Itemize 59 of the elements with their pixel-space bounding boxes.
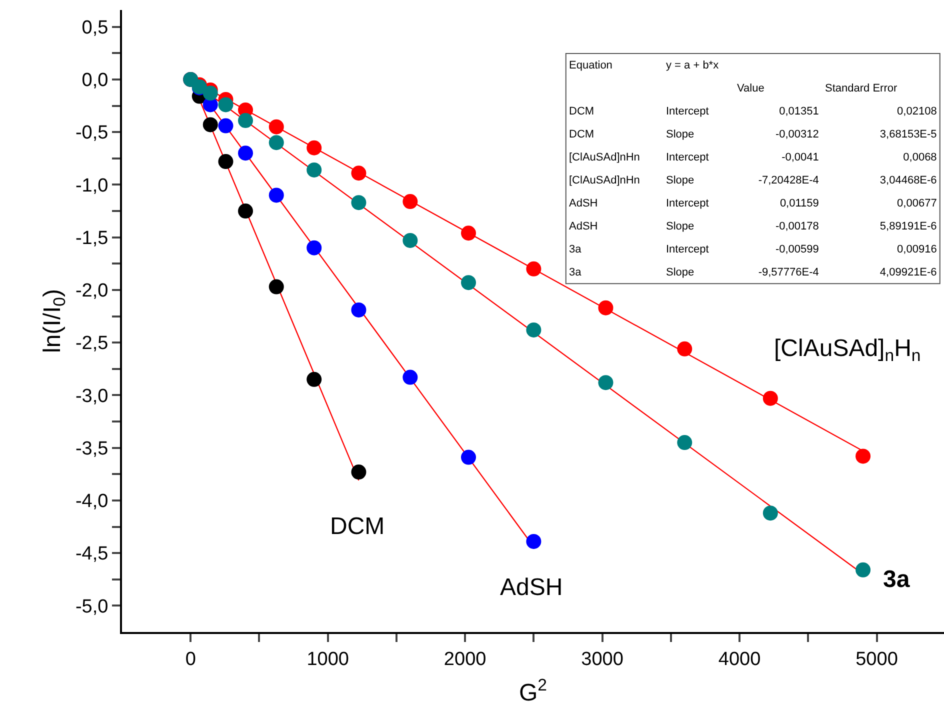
y-tick-label: -3,0	[75, 386, 108, 407]
annotation: 0,01351	[779, 106, 819, 118]
x-tick-label: 3000	[581, 648, 624, 670]
annotation: Intercept	[666, 198, 709, 210]
annotation: AdSH	[500, 574, 563, 601]
annotation: 4,09921E-6	[880, 266, 937, 279]
y-tick-label: -2,0	[75, 280, 108, 302]
annotation: [ClAuSAd]$_{n}$H$_{n}$	[774, 335, 921, 366]
x-tick-label: 4000	[718, 648, 761, 670]
annotation: Standard Error	[825, 82, 898, 95]
annotation: Equation	[569, 60, 612, 72]
annotation: Value	[737, 82, 764, 95]
annotation: -7,20428E-4	[758, 174, 819, 187]
annotation: 3a	[569, 244, 582, 256]
annotation: 0,01159	[780, 198, 819, 210]
y-tick-label: 0,5	[82, 17, 108, 38]
annotation: 0,02108	[897, 106, 937, 118]
x-tick-label: 1000	[306, 648, 349, 670]
annotation: Slope	[666, 128, 694, 141]
annotation: Intercept	[666, 152, 709, 164]
annotation: -0,00178	[775, 220, 819, 233]
annotation: [ClAuSAd]nHn	[569, 152, 640, 164]
annotation: Intercept	[666, 244, 709, 256]
annotation: -0,0041	[782, 152, 819, 164]
y-tick-label: -1,0	[75, 175, 108, 196]
annotation: -0,00599	[775, 244, 819, 256]
annotation: DCM	[569, 128, 594, 141]
annotation: [ClAuSAd]nHn	[569, 174, 640, 187]
y-tick-label: -0,5	[75, 122, 108, 144]
y-tick-label: -1,5	[75, 228, 108, 249]
x-tick-label: 5000	[856, 648, 898, 670]
annotation: 0,00677	[897, 198, 937, 210]
annotation: DCM	[569, 106, 594, 118]
annotation: y = a + b*x	[666, 60, 720, 72]
annotation: 0,0068	[903, 152, 937, 164]
annotation: 3,04468E-6	[880, 174, 937, 187]
annotation: Slope	[666, 266, 694, 279]
annotation: Slope	[666, 174, 694, 187]
annotation: 3a	[569, 266, 582, 279]
annotation: AdSH	[569, 220, 598, 233]
annotation: Intercept	[666, 106, 709, 118]
annotation: -9,57776E-4	[758, 266, 819, 279]
annotation: 0,00916	[897, 244, 937, 256]
annotation: 3a	[883, 566, 910, 593]
annotation: Slope	[666, 220, 694, 233]
y-tick-label: 0,0	[82, 70, 108, 92]
annotation: 3,68153E-5	[880, 128, 937, 141]
y-tick-label: -4,5	[75, 544, 108, 565]
annotation: -0,00312	[775, 128, 819, 141]
x-tick-label: 2000	[444, 648, 486, 670]
y-tick-label: -2,5	[75, 333, 108, 354]
x-tick-label: 0	[185, 648, 196, 670]
annotation: DCM	[330, 513, 385, 540]
annotation: AdSH	[569, 198, 598, 210]
x-axis-title: G$^{2}$	[518, 676, 548, 707]
y-tick-label: -4,0	[75, 491, 108, 512]
y-tick-label: -5,0	[75, 596, 108, 618]
y-tick-label: -3,5	[75, 438, 108, 460]
annotation: 5,89191E-6	[880, 220, 937, 233]
